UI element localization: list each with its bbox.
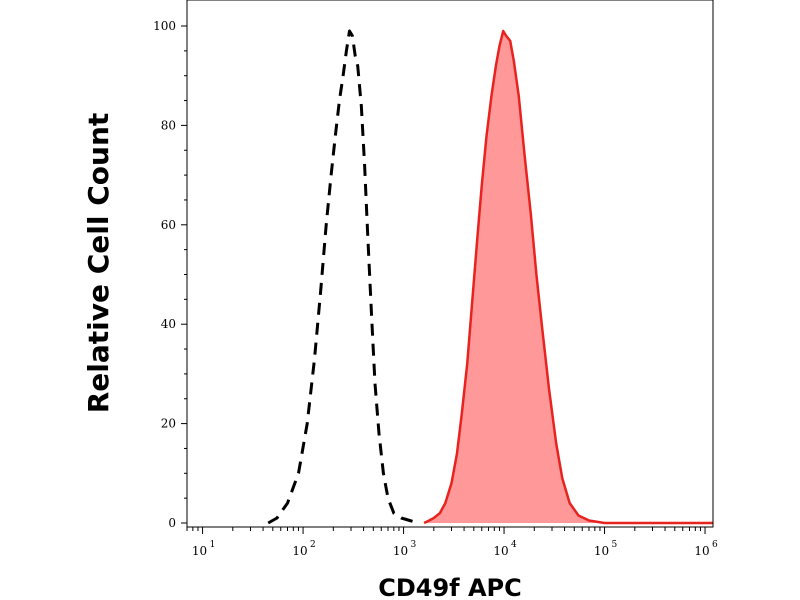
x-tick-exponent-1: 2 (310, 540, 316, 550)
x-tick-label-0: 10 (192, 544, 207, 558)
x-tick-label-1: 10 (292, 544, 307, 558)
x-tick-exponent-5: 6 (712, 540, 718, 550)
y-tick-label-1: 20 (161, 417, 176, 431)
series-layer (267, 29, 713, 525)
x-tick-label-5: 10 (694, 544, 709, 558)
plot-frame (186, 0, 714, 528)
x-tick-label-3: 10 (493, 544, 508, 558)
y-tick-label-0: 0 (168, 516, 176, 530)
y-tick-label-2: 40 (161, 317, 176, 331)
y-tick-label-5: 100 (153, 19, 176, 33)
series-1-area (424, 31, 713, 523)
x-axis-label: CD49f APC (378, 574, 522, 600)
x-tick-label-4: 10 (594, 544, 609, 558)
y-tick-label-3: 60 (161, 218, 176, 232)
y-tick-label-4: 80 (161, 118, 176, 132)
x-tick-exponent-2: 3 (411, 540, 417, 550)
y-axis-label: Relative Cell Count (82, 113, 115, 414)
x-tick-exponent-0: 1 (210, 540, 216, 550)
x-axis-ticks: 10 1 10 2 10 3 10 4 10 5 10 6 (186, 527, 718, 558)
series-0-line (267, 29, 419, 525)
x-tick-label-2: 10 (393, 544, 408, 558)
y-axis-ticks: 0 20 40 60 80 100 (153, 19, 187, 530)
x-tick-exponent-3: 4 (511, 540, 517, 550)
x-tick-exponent-4: 5 (612, 540, 618, 550)
series-1-line (423, 29, 713, 525)
